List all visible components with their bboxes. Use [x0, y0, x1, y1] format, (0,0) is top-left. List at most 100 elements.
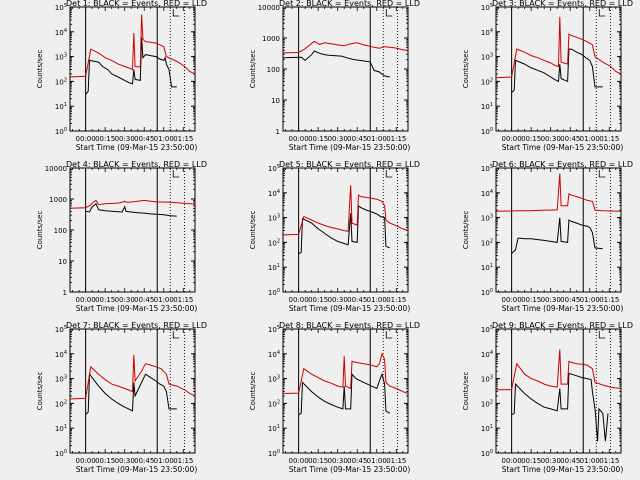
- chart-title: Det 1: BLACK = Events, RED = LLD: [66, 0, 207, 8]
- x-tick-label: 01:00: [367, 135, 387, 143]
- x-tick-label: 01:15: [599, 296, 619, 304]
- y-tick-label: 102: [55, 399, 67, 408]
- x-tick-label: 01:00: [580, 135, 600, 143]
- x-axis-label: Start Time (09-Mar-15 23:50:00): [502, 304, 624, 313]
- plot-frame: [495, 328, 622, 454]
- x-axis-label: Start Time (09-Mar-15 23:50:00): [76, 304, 198, 313]
- series-line-events: [511, 217, 603, 255]
- x-tick-label: 00:45: [134, 135, 154, 143]
- series-line-lld: [495, 349, 622, 391]
- detector-chart-7: Det 7: BLACK = Events, RED = LLD 100 101 10…: [36, 321, 207, 474]
- series-line-lld: [495, 173, 622, 212]
- detector-chart-5: Det 5: BLACK = Events, RED = LLD 100 101 10…: [249, 160, 420, 313]
- y-tick-label: 1: [63, 289, 67, 297]
- x-axis-label: Start Time (09-Mar-15 23:50:00): [76, 143, 198, 152]
- bracket-mark: [172, 170, 180, 178]
- y-axis-label: Counts/sec: [462, 211, 470, 250]
- y-tick-label: 104: [481, 189, 493, 198]
- x-tick-label: 00:15: [95, 135, 115, 143]
- y-tick-label: 102: [481, 77, 493, 86]
- y-tick-label: 104: [55, 350, 67, 359]
- y-tick-label: 103: [268, 375, 280, 384]
- bracket-mark: [172, 331, 180, 339]
- detector-chart-2: Det 2: BLACK = Events, RED = LLD 1 10 100 10…: [249, 0, 420, 152]
- bracket-mark: [385, 170, 393, 178]
- y-tick-label: 105: [481, 3, 493, 12]
- x-tick-label: 00:45: [560, 457, 580, 465]
- x-tick-label: 01:15: [386, 135, 406, 143]
- x-tick-label: 00:15: [521, 135, 541, 143]
- series-line-lld: [69, 14, 196, 78]
- x-tick-label: 00:45: [560, 135, 580, 143]
- y-tick-label: 101: [268, 424, 280, 433]
- y-tick-label: 103: [268, 214, 280, 223]
- x-axis-label: Start Time (09-Mar-15 23:50:00): [502, 143, 624, 152]
- x-tick-label: 00:00: [502, 457, 522, 465]
- x-tick-label: 00:30: [115, 135, 135, 143]
- y-tick-label: 103: [481, 53, 493, 62]
- x-tick-label: 00:00: [289, 296, 309, 304]
- x-tick-label: 00:30: [541, 457, 561, 465]
- x-tick-label: 01:00: [154, 457, 174, 465]
- series-line-events: [85, 372, 177, 416]
- x-tick-label: 00:00: [289, 457, 309, 465]
- x-tick-label: 00:15: [521, 296, 541, 304]
- y-axis-label: Counts/sec: [36, 211, 44, 250]
- y-tick-label: 1: [276, 128, 280, 136]
- y-tick-label: 100: [268, 288, 280, 297]
- x-tick-label: 01:00: [580, 457, 600, 465]
- x-tick-label: 01:00: [580, 296, 600, 304]
- x-tick-label: 01:15: [386, 457, 406, 465]
- x-tick-label: 01:00: [154, 135, 174, 143]
- chart-title: Det 5: BLACK = Events, RED = LLD: [279, 160, 420, 169]
- plot-frame: [495, 167, 622, 293]
- x-tick-label: 00:30: [115, 457, 135, 465]
- y-tick-label: 103: [481, 214, 493, 223]
- x-axis-label: Start Time (09-Mar-15 23:50:00): [502, 465, 624, 474]
- x-tick-label: 01:15: [599, 135, 619, 143]
- x-tick-label: 00:45: [134, 296, 154, 304]
- y-tick-label: 10000: [45, 165, 67, 173]
- plot-frame: [282, 6, 409, 132]
- y-tick-label: 100: [55, 127, 67, 136]
- y-tick-label: 100: [481, 288, 493, 297]
- y-tick-label: 100: [481, 127, 493, 136]
- y-tick-label: 102: [268, 399, 280, 408]
- series-line-events: [298, 204, 390, 255]
- y-tick-label: 104: [268, 189, 280, 198]
- x-tick-label: 00:45: [134, 457, 154, 465]
- y-tick-label: 102: [55, 77, 67, 86]
- series-line-events: [282, 50, 390, 78]
- chart-title: Det 2: BLACK = Events, RED = LLD: [279, 0, 420, 8]
- y-tick-label: 10: [271, 97, 280, 105]
- y-tick-label: 1000: [49, 196, 67, 204]
- x-tick-label: 00:30: [541, 296, 561, 304]
- x-tick-label: 00:30: [541, 135, 561, 143]
- detector-chart-6: Det 6: BLACK = Events, RED = LLD 100 101 10…: [462, 160, 633, 313]
- series-line-lld: [282, 185, 409, 236]
- detector-chart-4: Det 4: BLACK = Events, RED = LLD 1 10 100 10…: [36, 160, 207, 313]
- series-line-lld: [282, 40, 409, 54]
- x-tick-label: 00:30: [115, 296, 135, 304]
- y-axis-label: Counts/sec: [462, 50, 470, 89]
- y-tick-label: 1000: [262, 35, 280, 43]
- series-line-events: [85, 202, 177, 217]
- x-tick-label: 01:15: [386, 296, 406, 304]
- y-axis-label: Counts/sec: [462, 372, 470, 411]
- y-tick-label: 104: [268, 350, 280, 359]
- y-tick-label: 102: [268, 238, 280, 247]
- x-tick-label: 00:30: [328, 296, 348, 304]
- y-tick-label: 101: [481, 263, 493, 272]
- x-tick-label: 01:15: [599, 457, 619, 465]
- x-tick-label: 00:00: [76, 457, 96, 465]
- y-tick-label: 104: [481, 28, 493, 37]
- x-tick-label: 00:45: [347, 135, 367, 143]
- y-axis-label: Counts/sec: [36, 50, 44, 89]
- x-tick-label: 00:00: [76, 296, 96, 304]
- y-tick-label: 100: [55, 449, 67, 458]
- series-line-events: [511, 48, 603, 94]
- plot-frame: [282, 167, 409, 293]
- y-axis-label: Counts/sec: [249, 211, 257, 250]
- y-tick-label: 103: [481, 375, 493, 384]
- chart-title: Det 3: BLACK = Events, RED = LLD: [492, 0, 633, 8]
